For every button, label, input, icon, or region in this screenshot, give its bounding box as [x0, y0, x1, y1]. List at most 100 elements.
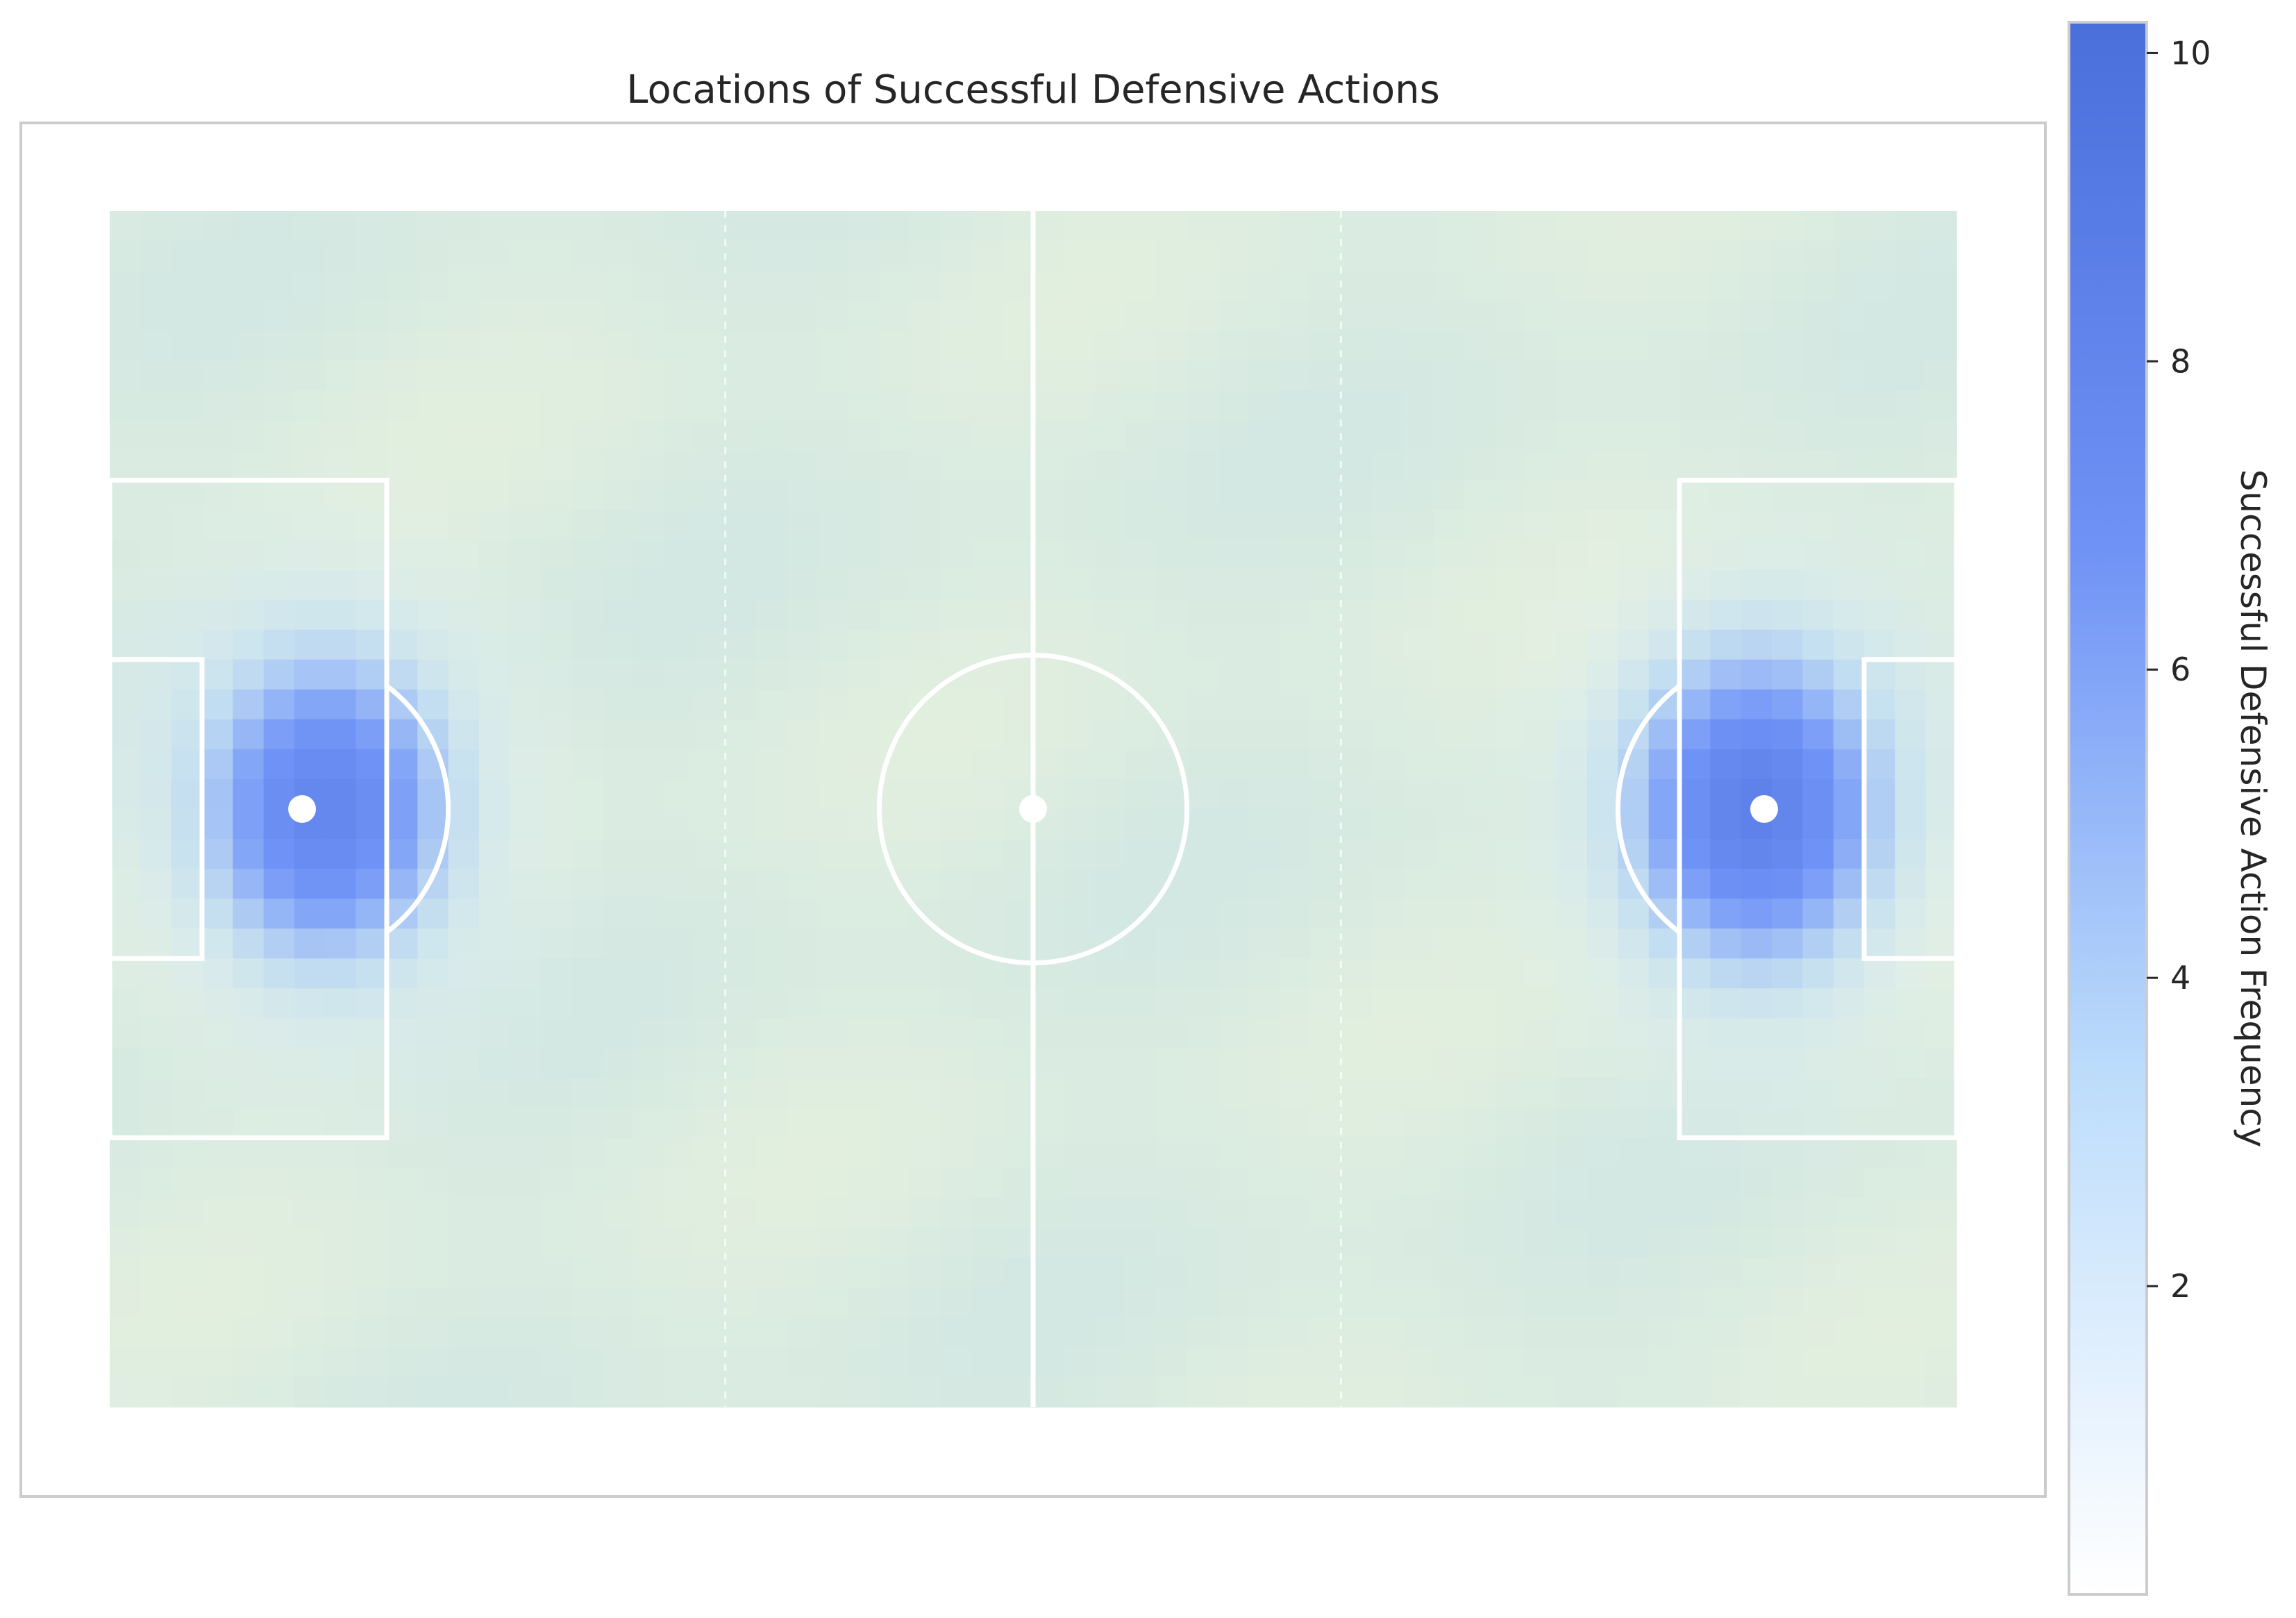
heatmap-cell [1525, 569, 1557, 601]
heatmap-cell [1156, 1167, 1188, 1199]
heatmap-cell [540, 331, 572, 362]
heatmap-cell [1187, 869, 1218, 899]
heatmap-cell [817, 928, 849, 960]
heatmap-cell [1187, 241, 1218, 272]
heatmap-cell [664, 390, 696, 422]
heatmap-cell [1033, 928, 1065, 960]
heatmap-cell [294, 1257, 326, 1288]
heatmap-cell [664, 1346, 696, 1378]
heatmap-cell [510, 689, 542, 720]
heatmap-cell [448, 1018, 480, 1049]
heatmap-cell [1248, 360, 1280, 392]
heatmap-cell [233, 211, 265, 242]
heatmap-cell [664, 1108, 696, 1139]
heatmap-cell [1587, 809, 1619, 840]
heatmap-cell [1895, 271, 1927, 301]
heatmap-cell [510, 1167, 542, 1199]
heatmap-cell [510, 778, 542, 810]
heatmap-cell [1310, 1108, 1342, 1139]
heatmap-cell [171, 390, 203, 422]
heatmap-cell [1864, 360, 1896, 392]
heatmap-cell [1433, 420, 1465, 451]
heatmap-cell [632, 749, 664, 780]
heatmap-cell [479, 809, 511, 840]
heatmap-cell [602, 510, 634, 541]
heatmap-cell [202, 450, 234, 481]
heatmap-cell [664, 1197, 696, 1228]
heatmap-cell [1648, 271, 1680, 301]
heatmap-cell [1371, 1317, 1403, 1348]
heatmap-cell [1033, 450, 1065, 481]
heatmap-cell [1556, 1108, 1588, 1139]
heatmap-cell [602, 719, 634, 750]
heatmap-cell [1556, 629, 1588, 660]
heatmap-cell [110, 1197, 142, 1228]
heatmap-cell [171, 1137, 203, 1169]
heatmap-cell [817, 988, 849, 1019]
heatmap-cell [1648, 211, 1680, 242]
heatmap-cell [910, 958, 941, 990]
heatmap-cell [448, 1227, 480, 1258]
heatmap-cell [1218, 211, 1250, 242]
heatmap-cell [1187, 629, 1218, 660]
heatmap-cell [971, 719, 1003, 750]
heatmap-cell [1679, 689, 1711, 720]
heatmap-cell [1064, 1346, 1096, 1378]
heatmap-cell [1033, 331, 1065, 362]
heatmap-cell [1218, 869, 1250, 899]
heatmap-cell [325, 778, 357, 810]
heatmap-cell [1802, 1048, 1834, 1079]
heatmap-cell [1525, 1376, 1557, 1408]
heatmap-cell [1679, 958, 1711, 990]
heatmap-cell [110, 1287, 142, 1318]
heatmap-cell [325, 1227, 357, 1258]
heatmap-cell [941, 301, 973, 331]
heatmap-cell [1587, 480, 1619, 511]
heatmap-cell [1925, 569, 1957, 601]
heatmap-cell [602, 778, 634, 810]
heatmap-cell [1371, 988, 1403, 1019]
heatmap-cell [1772, 1108, 1804, 1139]
heatmap-cell [1156, 420, 1188, 451]
heatmap-cell [1895, 988, 1927, 1019]
heatmap-cell [1156, 599, 1188, 631]
heatmap-cell [540, 1287, 572, 1318]
heatmap-cell [664, 899, 696, 929]
heatmap-cell [1833, 958, 1865, 990]
heatmap-cell [1402, 1317, 1434, 1348]
heatmap-cell [1864, 510, 1896, 541]
heatmap-cell [1587, 1317, 1619, 1348]
heatmap-cell [1618, 689, 1650, 720]
heatmap-cell [756, 629, 788, 660]
heatmap-cell [171, 689, 203, 720]
heatmap-cell [1556, 271, 1588, 301]
heatmap-cell [910, 689, 941, 720]
heatmap-cell [1464, 1108, 1495, 1139]
heatmap-cell [632, 540, 664, 571]
heatmap-cell [1587, 1018, 1619, 1049]
heatmap-cell [632, 360, 664, 392]
heatmap-cell [1587, 1227, 1619, 1258]
heatmap-cell [632, 569, 664, 601]
heatmap-cell [1433, 1048, 1465, 1079]
heatmap-cell [1341, 390, 1373, 422]
heatmap-cell [1772, 301, 1804, 331]
heatmap-cell [817, 360, 849, 392]
heatmap-cell [1556, 1287, 1588, 1318]
heatmap-cell [325, 899, 357, 929]
heatmap-cell [1925, 928, 1957, 960]
heatmap-cell [1648, 1078, 1680, 1109]
heatmap-cell [1341, 899, 1373, 929]
heatmap-cell [263, 1317, 295, 1348]
heatmap-cell [664, 510, 696, 541]
heatmap-cell [1402, 1287, 1434, 1318]
heatmap-cell [171, 958, 203, 990]
heatmap-cell [1156, 1317, 1188, 1348]
heatmap-cell [1187, 450, 1218, 481]
heatmap-cell [756, 1137, 788, 1169]
heatmap-cell [1495, 869, 1527, 899]
heatmap-cell [1741, 599, 1773, 631]
heatmap-cell [848, 659, 880, 690]
heatmap-cell [910, 241, 941, 272]
heatmap-cell [1033, 1317, 1065, 1348]
